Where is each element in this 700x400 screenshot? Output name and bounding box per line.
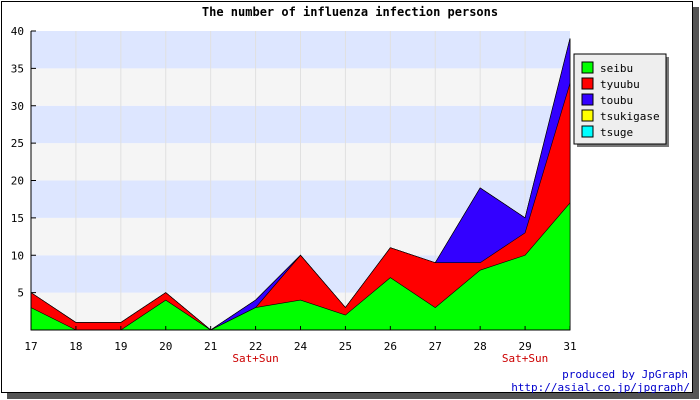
x-tick-label: 22 (249, 340, 262, 353)
series-areas (30, 38, 571, 331)
axes (30, 30, 571, 331)
x-tick-label: 31 (563, 340, 576, 353)
x-tick-label: 21 (204, 340, 217, 353)
y-tick-label: 10 (11, 249, 24, 262)
legend-swatch-tsukigase (581, 109, 594, 122)
legend-label-tyuubu: tyuubu (600, 78, 640, 91)
y-tick-label: 25 (11, 137, 24, 150)
y-tick-label: 20 (11, 175, 24, 188)
legend-swatch-tsuge (581, 125, 594, 138)
y-tick-labels: 5 10 15 20 25 30 35 40 (11, 25, 24, 300)
y-tick-label: 5 (17, 287, 24, 300)
x-tick-label: 20 (159, 340, 172, 353)
legend-label-tsukigase: tsukigase (600, 110, 660, 123)
y-tick-label: 15 (11, 212, 24, 225)
y-tick-label: 35 (11, 62, 24, 75)
y-tick-label: 40 (11, 25, 24, 38)
x-tick-label: 18 (69, 340, 82, 353)
legend-label-toubu: toubu (600, 94, 633, 107)
x-tick-label: 29 (518, 340, 531, 353)
series-area-tyuubu (30, 83, 571, 331)
chart-title: The number of influenza infection person… (202, 5, 498, 19)
legend-swatch-seibu (581, 61, 594, 74)
x-tick-label: 17 (24, 340, 37, 353)
footer-credit: produced by JpGraph (562, 368, 688, 381)
x-tick-label: 27 (429, 340, 442, 353)
x-tick-label: 26 (384, 340, 397, 353)
y-tick-label: 30 (11, 100, 24, 113)
legend-label-seibu: seibu (600, 62, 633, 75)
legend-swatch-tyuubu (581, 77, 594, 90)
footer-url: http://asial.co.jp/jpgraph/ (511, 381, 690, 394)
legend-label-tsuge: tsuge (600, 126, 633, 139)
x-tick-label: 25 (339, 340, 352, 353)
legend: seibu tyuubu toubu tsukigase tsuge (573, 53, 669, 147)
vertical-gridlines (75, 31, 526, 330)
weekend-label: Sat+Sun (502, 352, 548, 365)
x-tick-label: 24 (294, 340, 308, 353)
weekend-label: Sat+Sun (232, 352, 278, 365)
x-tick-label: 19 (114, 340, 127, 353)
legend-swatch-toubu (581, 93, 594, 106)
x-tick-label: 28 (474, 340, 487, 353)
